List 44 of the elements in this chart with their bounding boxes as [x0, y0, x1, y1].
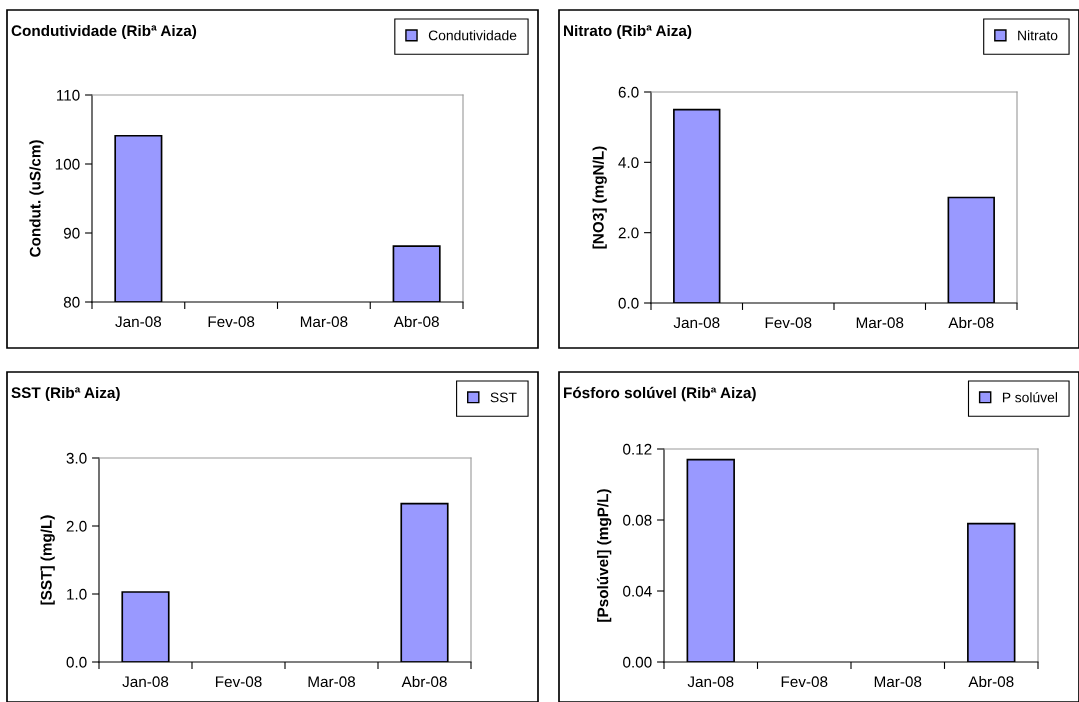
legend-label: SST [490, 392, 517, 403]
y-tick-label: 100 [55, 158, 80, 170]
y-tick-label: 1.0 [67, 588, 87, 600]
y-tick-label: 90 [63, 227, 80, 239]
x-tick-label: Jan-08 [673, 317, 720, 329]
y-tick-label: 3.0 [66, 452, 87, 464]
x-tick-label: Abr-08 [948, 316, 994, 329]
x-tick-label: Jan-08 [687, 676, 734, 688]
x-tick-label: Fev-08 [215, 676, 262, 688]
x-tick-label: Abr-08 [393, 315, 439, 328]
y-tick-label: 0.08 [623, 514, 652, 526]
x-tick-label: Fev-08 [208, 316, 255, 328]
y-tick-label: 2.0 [618, 227, 639, 239]
chart-title: Fósforo solúvel (Ribª Aiza) [564, 386, 756, 402]
x-tick-label: Abr-08 [401, 675, 447, 688]
y-tick-label: 0.00 [623, 656, 652, 668]
legend-label: P solúvel [1002, 391, 1058, 403]
x-tick-label: Mar-08 [300, 316, 348, 328]
y-tick-label: 0.12 [623, 443, 652, 455]
y-axis-title: [Psolúvel] (mgP/L) [596, 489, 612, 622]
x-tick-label: Jan-08 [122, 676, 169, 688]
y-tick-label: 0.0 [618, 297, 639, 309]
y-tick-label: 6.0 [618, 86, 639, 98]
chart-title: SST (Ribª Aiza) [11, 386, 120, 402]
y-tick-label: 110 [57, 89, 80, 101]
y-axis-title: [NO3] (mgN/L) [592, 146, 607, 249]
y-tick-label: 4.0 [618, 157, 639, 169]
x-tick-label: Abr-08 [968, 675, 1014, 688]
x-tick-label: Mar-08 [856, 317, 904, 329]
y-tick-label: 2.0 [66, 520, 87, 532]
chart-title: Nitrato (Ribª Aiza) [564, 24, 692, 40]
y-tick-label: 80 [63, 296, 80, 308]
x-tick-label: Mar-08 [308, 676, 356, 688]
y-axis-title: [SST] (mg/L) [40, 515, 55, 605]
x-tick-label: Fev-08 [765, 317, 812, 329]
x-tick-label: Jan-08 [115, 316, 162, 328]
legend-label: Nitrato [1018, 30, 1058, 41]
x-tick-label: Mar-08 [874, 676, 922, 688]
x-tick-label: Fev-08 [781, 676, 828, 688]
y-tick-label: 0.04 [623, 585, 652, 597]
y-axis-title: Condut. (uS/cm) [29, 140, 44, 257]
y-tick-label: 0.0 [66, 656, 87, 668]
legend-label: Condutividade [428, 30, 517, 41]
chart-title: Condutividade (Ribª Aiza) [11, 24, 197, 40]
